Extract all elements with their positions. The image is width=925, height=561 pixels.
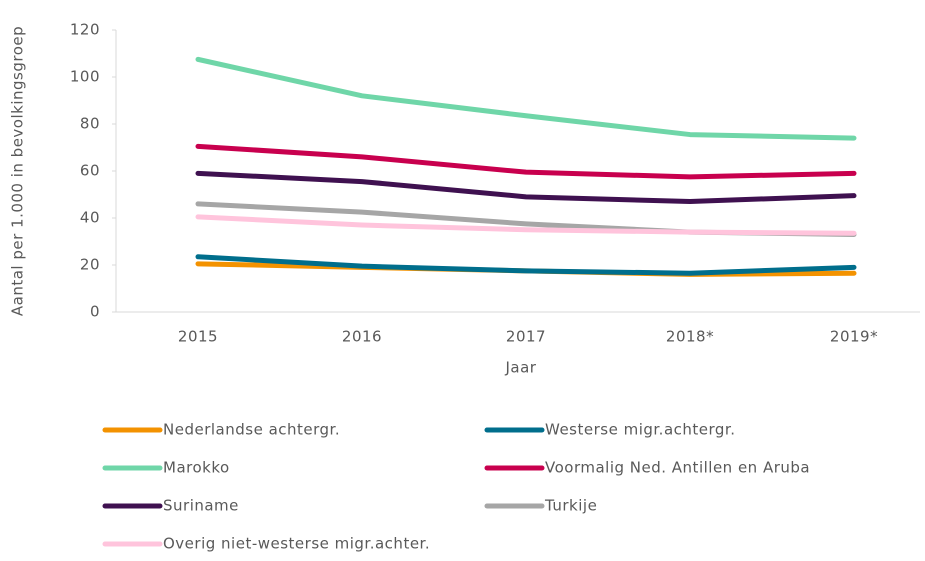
- series-line: [195, 214, 857, 236]
- y-tick-label: 100: [70, 68, 100, 86]
- series-line: [195, 143, 857, 180]
- legend-label: Marokko: [163, 459, 230, 477]
- x-axis-title: Jaar: [505, 359, 537, 377]
- x-tick-label: 2015: [178, 328, 218, 346]
- legend-label: Suriname: [163, 497, 239, 515]
- x-tick-label: 2019*: [830, 328, 878, 346]
- x-tick-label: 2018*: [666, 328, 714, 346]
- legend-label: Westerse migr.achtergr.: [545, 421, 735, 439]
- legend-label: Nederlandse achtergr.: [163, 421, 340, 439]
- legend-label: Voormalig Ned. Antillen en Aruba: [545, 459, 810, 477]
- y-tick-label: 60: [80, 162, 100, 180]
- series-line: [195, 170, 857, 205]
- y-tick-label: 0: [90, 303, 100, 321]
- y-tick-label: 20: [80, 256, 100, 274]
- x-tick-label: 2017: [506, 328, 546, 346]
- series-line: [195, 254, 857, 276]
- y-tick-label: 120: [70, 21, 100, 39]
- series-line: [195, 56, 857, 141]
- legend-label: Overig niet-westerse migr.achter.: [163, 535, 430, 553]
- y-axis-title: Aantal per 1.000 in bevolkingsgroep: [9, 26, 27, 316]
- y-tick-label: 40: [80, 209, 100, 227]
- legend-label: Turkije: [544, 497, 597, 515]
- x-tick-label: 2016: [342, 328, 382, 346]
- y-tick-label: 80: [80, 115, 100, 133]
